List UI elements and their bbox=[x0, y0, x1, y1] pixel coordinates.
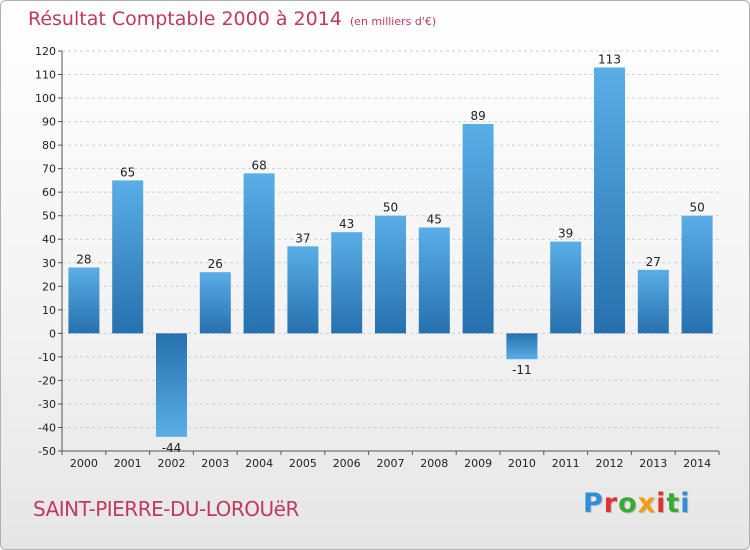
bar-value-label: 27 bbox=[646, 255, 661, 269]
bar bbox=[331, 232, 363, 334]
y-tick-label: 0 bbox=[49, 327, 56, 340]
logo-letter: x bbox=[637, 488, 657, 519]
x-tick-label: 2009 bbox=[464, 457, 492, 470]
bar bbox=[375, 215, 406, 334]
bar-value-label: 45 bbox=[427, 212, 442, 226]
logo-letter: i bbox=[680, 488, 691, 519]
bar-value-label: 39 bbox=[558, 227, 573, 241]
bar bbox=[287, 246, 319, 334]
x-tick-label: 2011 bbox=[552, 457, 580, 470]
y-tick-label: 70 bbox=[42, 163, 56, 176]
logo-letter: t bbox=[666, 488, 681, 519]
x-tick-label: 2008 bbox=[420, 457, 448, 470]
x-tick-label: 2001 bbox=[114, 457, 142, 470]
chart-title: Résultat Comptable 2000 à 2014 (en millie… bbox=[28, 8, 436, 30]
bar bbox=[243, 173, 275, 334]
y-tick-label: -50 bbox=[38, 445, 56, 458]
bar-value-label: 37 bbox=[295, 231, 310, 245]
y-tick-label: 50 bbox=[42, 210, 56, 223]
x-tick-label: 2004 bbox=[245, 457, 273, 470]
bar-value-label: 113 bbox=[598, 52, 621, 66]
y-tick-label: 30 bbox=[42, 257, 56, 270]
logo-letter: i bbox=[656, 488, 667, 519]
y-tick-label: -30 bbox=[38, 398, 56, 411]
y-tick-label: 60 bbox=[42, 186, 56, 199]
logo-letter: r bbox=[603, 488, 619, 519]
x-tick-label: 2007 bbox=[377, 457, 405, 470]
y-tick-label: 80 bbox=[42, 139, 56, 152]
x-tick-label: 2014 bbox=[683, 457, 711, 470]
bar-value-label: 43 bbox=[339, 217, 354, 231]
bar-value-label: -44 bbox=[162, 441, 182, 455]
y-tick-label: 100 bbox=[35, 92, 56, 105]
bar bbox=[681, 215, 713, 334]
chart-title-text: Résultat Comptable 2000 à 2014 bbox=[28, 8, 342, 30]
bar bbox=[418, 227, 450, 334]
bar-value-label: 50 bbox=[689, 201, 704, 215]
y-tick-label: 10 bbox=[42, 304, 56, 317]
x-tick-label: 2006 bbox=[333, 457, 361, 470]
bar bbox=[462, 123, 494, 334]
bar bbox=[199, 272, 231, 334]
x-tick-label: 2002 bbox=[158, 457, 186, 470]
x-tick-label: 2010 bbox=[508, 457, 536, 470]
bar bbox=[112, 180, 144, 334]
bar bbox=[506, 333, 538, 360]
bar-value-label: 68 bbox=[251, 158, 266, 172]
bar bbox=[68, 267, 100, 334]
y-tick-label: 20 bbox=[42, 280, 56, 293]
y-tick-label: 90 bbox=[42, 116, 56, 129]
y-tick-label: -40 bbox=[38, 421, 56, 434]
x-tick-label: 2005 bbox=[289, 457, 317, 470]
chart-unit-subtitle: (en milliers d'€) bbox=[349, 15, 437, 28]
y-tick-label: 120 bbox=[35, 45, 56, 58]
bar-value-label: 50 bbox=[383, 201, 398, 215]
bar bbox=[156, 333, 187, 437]
bar-value-label: 89 bbox=[470, 109, 485, 123]
x-tick-label: 2003 bbox=[201, 457, 229, 470]
y-tick-label: -10 bbox=[38, 351, 56, 364]
x-tick-label: 2012 bbox=[596, 457, 624, 470]
y-tick-label: 40 bbox=[42, 233, 56, 246]
proxiti-logo: Proxiti bbox=[583, 488, 691, 519]
bar bbox=[594, 67, 625, 334]
bar-value-label: 26 bbox=[208, 257, 223, 271]
bar-value-label: 28 bbox=[76, 252, 91, 266]
logo-letter: o bbox=[618, 488, 638, 519]
commune-name: SAINT-PIERRE-DU-LOROUëR bbox=[33, 497, 299, 521]
x-tick-label: 2013 bbox=[639, 457, 667, 470]
y-tick-label: 110 bbox=[35, 69, 56, 82]
bar bbox=[550, 241, 582, 334]
bar-value-label: 65 bbox=[120, 165, 135, 179]
logo-letter: P bbox=[583, 488, 604, 519]
x-tick-label: 2000 bbox=[70, 457, 98, 470]
bar-value-label: -11 bbox=[512, 363, 532, 377]
bar bbox=[637, 269, 669, 334]
y-tick-label: -20 bbox=[38, 374, 56, 387]
